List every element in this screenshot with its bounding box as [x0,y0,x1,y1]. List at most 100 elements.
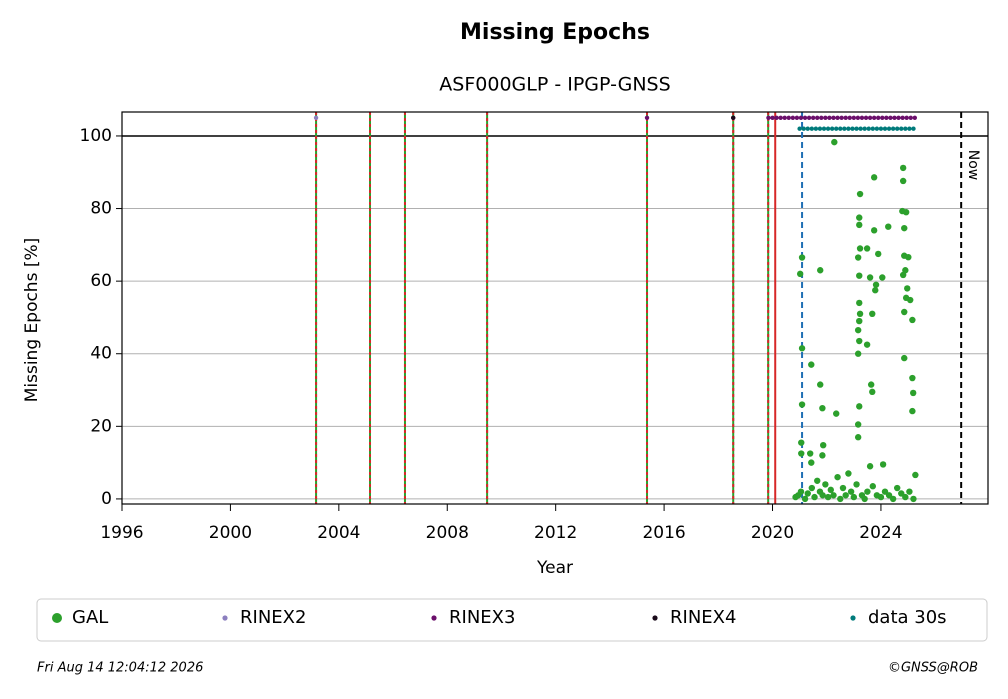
data-point [817,267,824,274]
data-point [906,488,913,495]
data-point [827,115,832,121]
data-point [813,126,819,131]
data-point [877,493,885,501]
data-point [804,490,811,497]
data-point [890,126,896,131]
data-point [790,115,796,121]
data-point [827,486,834,494]
data-point [798,439,805,446]
data-point [845,470,852,477]
data-point [831,138,838,146]
data-point [846,126,851,131]
data-point [874,126,880,131]
data-point [880,115,885,121]
data-point [854,254,862,261]
y-tick-label: 80 [90,199,112,219]
data-point [822,481,829,488]
data-point [814,477,821,484]
data-point [909,316,916,324]
data-point [731,115,736,121]
data-point [839,484,847,492]
data-point [829,126,835,131]
x-tick-label: 2016 [642,523,685,543]
data-point [810,115,816,121]
data-point [815,115,820,121]
data-point [770,115,775,121]
data-point [911,126,916,131]
y-tick-label: 40 [90,344,112,364]
data-point [851,115,857,121]
y-axis-label: Missing Epochs [%] [22,238,42,403]
data-point [888,115,893,121]
data-point [853,481,860,488]
data-point [798,345,806,352]
data-point [899,271,907,279]
legend-marker [52,613,62,623]
data-point [798,401,806,408]
data-point [896,115,901,121]
data-point [885,223,892,230]
data-point [855,115,861,121]
legend-marker [222,615,228,621]
data-point [907,296,914,304]
data-point [842,492,849,499]
data-point [901,308,908,316]
data-point [856,310,864,318]
data-point [856,272,863,279]
data-point [863,341,871,348]
data-point [886,126,892,131]
x-tick-label: 1996 [100,523,143,543]
data-point [786,115,791,121]
data-point [805,126,810,131]
data-point [796,270,804,278]
data-point [798,254,806,261]
data-point [644,115,650,121]
data-point [867,381,875,388]
data-point [833,410,840,417]
data-point [839,115,844,121]
data-point [830,492,837,499]
footer-credit: ©GNSS@ROB [888,661,978,676]
data-point [808,459,815,466]
data-point [847,115,852,121]
data-point [861,495,868,503]
chart-subtitle: ASF000GLP - IPGP-GNSS [439,74,670,96]
data-point [819,115,824,121]
data-point [798,115,804,121]
data-point [893,484,901,492]
now-label: Now [965,150,981,181]
data-point [870,126,876,131]
data-point [797,488,805,495]
data-point [907,126,912,131]
data-point [889,495,897,503]
data-point [867,115,873,121]
data-point [869,483,877,490]
data-point [903,126,908,131]
data-point [806,115,812,121]
data-point [811,493,818,501]
data-point [798,450,805,457]
data-point [866,126,871,131]
data-point [820,442,827,449]
data-point [910,495,917,503]
data-point [866,274,874,281]
data-point [856,317,863,325]
data-point [899,164,907,172]
data-point [869,388,876,396]
data-point [819,492,826,499]
data-point [879,274,886,281]
legend-box [36,598,988,642]
legend-marker [652,615,658,621]
data-point [856,245,864,252]
data-point [908,115,913,121]
data-point [909,374,916,382]
data-point [901,224,908,232]
data-point [854,434,862,441]
data-point [802,115,808,121]
data-point [782,115,787,121]
data-point [899,126,904,131]
data-point [870,174,878,181]
data-point [843,115,848,121]
data-point [878,126,884,131]
